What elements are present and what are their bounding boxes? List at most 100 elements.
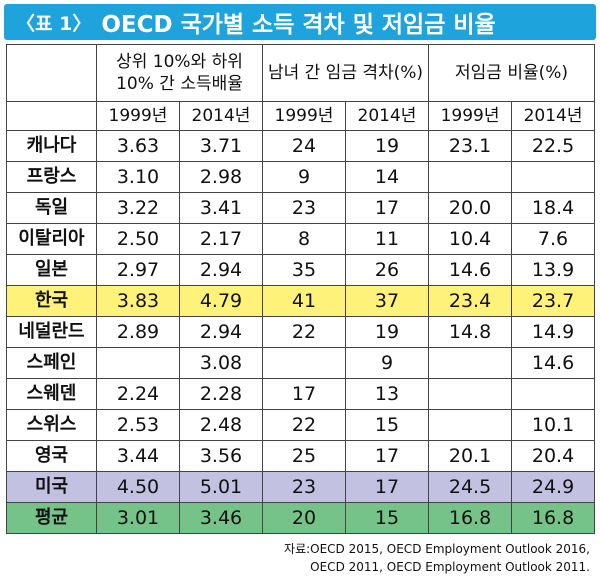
country-name-cell: 스위스 bbox=[6, 409, 97, 441]
value-cell: 2.17 bbox=[179, 223, 263, 255]
country-name-cell: 독일 bbox=[6, 192, 97, 224]
table-row: 한국 3.83 4.79 41 37 23.4 23.7 bbox=[6, 285, 596, 317]
header-group-row: 상위 10%와 하위 10% 간 소득배율 남녀 간 임금 격차(%) 저임금 … bbox=[6, 44, 596, 102]
value-cell: 20 bbox=[262, 502, 346, 534]
value-cell: 17 bbox=[344, 471, 430, 503]
value-cell: 3.10 bbox=[96, 161, 180, 193]
value-cell: 19 bbox=[344, 130, 430, 162]
header-corner-cell-year bbox=[6, 101, 97, 131]
value-cell: 2.97 bbox=[96, 254, 180, 286]
value-cell bbox=[96, 347, 180, 379]
value-cell: 9 bbox=[344, 347, 430, 379]
value-cell: 23 bbox=[262, 192, 346, 224]
value-cell: 23.7 bbox=[511, 285, 596, 317]
value-cell: 37 bbox=[344, 285, 430, 317]
value-cell bbox=[262, 347, 346, 379]
value-cell: 2.48 bbox=[179, 409, 263, 441]
value-cell: 8 bbox=[262, 223, 346, 255]
table-title: OECD 국가별 소득 격차 및 저임금 비율 bbox=[101, 12, 496, 38]
value-cell: 14.9 bbox=[511, 316, 596, 348]
country-name-cell: 네덜란드 bbox=[6, 316, 97, 348]
country-name-cell: 이탈리아 bbox=[6, 223, 97, 255]
value-cell: 24.9 bbox=[511, 471, 596, 503]
value-cell: 2.98 bbox=[179, 161, 263, 193]
source-line: 자료:OECD 2015, OECD Employment Outlook 20… bbox=[284, 542, 590, 556]
value-cell: 22 bbox=[262, 316, 346, 348]
value-cell: 23 bbox=[262, 471, 346, 503]
country-name-cell: 한국 bbox=[6, 285, 97, 317]
value-cell: 24.5 bbox=[428, 471, 513, 503]
value-cell: 17 bbox=[344, 192, 430, 224]
value-cell: 2.94 bbox=[179, 254, 263, 286]
value-cell: 18.4 bbox=[511, 192, 596, 224]
year-header: 2014년 bbox=[179, 101, 263, 131]
table-title-banner: 〈표 1〉 OECD 국가별 소득 격차 및 저임금 비율 bbox=[4, 4, 596, 40]
value-cell: 16.8 bbox=[511, 502, 596, 534]
year-header: 1999년 bbox=[262, 101, 346, 131]
year-header: 1999년 bbox=[96, 101, 180, 131]
table-row: 이탈리아 2.50 2.17 8 11 10.4 7.6 bbox=[6, 223, 596, 255]
value-cell: 26 bbox=[344, 254, 430, 286]
value-cell: 15 bbox=[344, 409, 430, 441]
value-cell bbox=[511, 378, 596, 410]
table-row: 영국 3.44 3.56 25 17 20.1 20.4 bbox=[6, 440, 596, 472]
table-number-label: 〈표 1〉 bbox=[16, 12, 92, 35]
value-cell: 23.4 bbox=[428, 285, 513, 317]
year-header: 2014년 bbox=[344, 101, 430, 131]
value-cell: 2.53 bbox=[96, 409, 180, 441]
header-corner-cell bbox=[6, 44, 97, 102]
table-row: 캐나다 3.63 3.71 24 19 23.1 22.5 bbox=[6, 130, 596, 162]
value-cell: 35 bbox=[262, 254, 346, 286]
value-cell bbox=[428, 161, 513, 193]
value-cell: 10.4 bbox=[428, 223, 513, 255]
value-cell: 17 bbox=[344, 440, 430, 472]
value-cell: 10.1 bbox=[511, 409, 596, 441]
value-cell bbox=[428, 409, 513, 441]
value-cell: 3.56 bbox=[179, 440, 263, 472]
value-cell: 23.1 bbox=[428, 130, 513, 162]
value-cell: 2.24 bbox=[96, 378, 180, 410]
value-cell: 19 bbox=[344, 316, 430, 348]
value-cell: 3.71 bbox=[179, 130, 263, 162]
source-footnote: 자료:OECD 2015, OECD Employment Outlook 20… bbox=[284, 540, 590, 576]
table-row: 독일 3.22 3.41 23 17 20.0 18.4 bbox=[6, 192, 596, 224]
value-cell: 3.01 bbox=[96, 502, 180, 534]
value-cell bbox=[428, 347, 513, 379]
value-cell: 3.41 bbox=[179, 192, 263, 224]
value-cell: 14.6 bbox=[428, 254, 513, 286]
value-cell: 3.08 bbox=[179, 347, 263, 379]
value-cell: 9 bbox=[262, 161, 346, 193]
value-cell: 20.4 bbox=[511, 440, 596, 472]
source-line: OECD 2011, OECD Employment Outlook 2011. bbox=[310, 560, 590, 574]
value-cell: 41 bbox=[262, 285, 346, 317]
value-cell: 11 bbox=[344, 223, 430, 255]
value-cell: 13.9 bbox=[511, 254, 596, 286]
value-cell: 20.0 bbox=[428, 192, 513, 224]
value-cell: 3.22 bbox=[96, 192, 180, 224]
value-cell: 3.46 bbox=[179, 502, 263, 534]
value-cell: 14 bbox=[344, 161, 430, 193]
value-cell: 4.79 bbox=[179, 285, 263, 317]
table-row: 스페인 3.08 9 14.6 bbox=[6, 347, 596, 379]
value-cell: 17 bbox=[262, 378, 346, 410]
table-row: 미국 4.50 5.01 23 17 24.5 24.9 bbox=[6, 471, 596, 503]
table-row: 스위스 2.53 2.48 22 15 10.1 bbox=[6, 409, 596, 441]
value-cell: 2.50 bbox=[96, 223, 180, 255]
country-name-cell: 캐나다 bbox=[6, 130, 97, 162]
value-cell: 15 bbox=[344, 502, 430, 534]
header-income-ratio: 상위 10%와 하위 10% 간 소득배율 bbox=[96, 44, 263, 102]
year-header: 2014년 bbox=[511, 101, 596, 131]
value-cell: 14.6 bbox=[511, 347, 596, 379]
value-cell: 22.5 bbox=[511, 130, 596, 162]
value-cell: 14.8 bbox=[428, 316, 513, 348]
value-cell bbox=[428, 378, 513, 410]
value-cell: 2.89 bbox=[96, 316, 180, 348]
value-cell: 25 bbox=[262, 440, 346, 472]
income-gap-table: 상위 10%와 하위 10% 간 소득배율 남녀 간 임금 격차(%) 저임금 … bbox=[6, 44, 596, 534]
header-low-wage-ratio: 저임금 비율(%) bbox=[428, 44, 596, 102]
country-name-cell: 스웨덴 bbox=[6, 378, 97, 410]
value-cell bbox=[511, 161, 596, 193]
table-row: 네덜란드 2.89 2.94 22 19 14.8 14.9 bbox=[6, 316, 596, 348]
value-cell: 7.6 bbox=[511, 223, 596, 255]
value-cell: 3.44 bbox=[96, 440, 180, 472]
